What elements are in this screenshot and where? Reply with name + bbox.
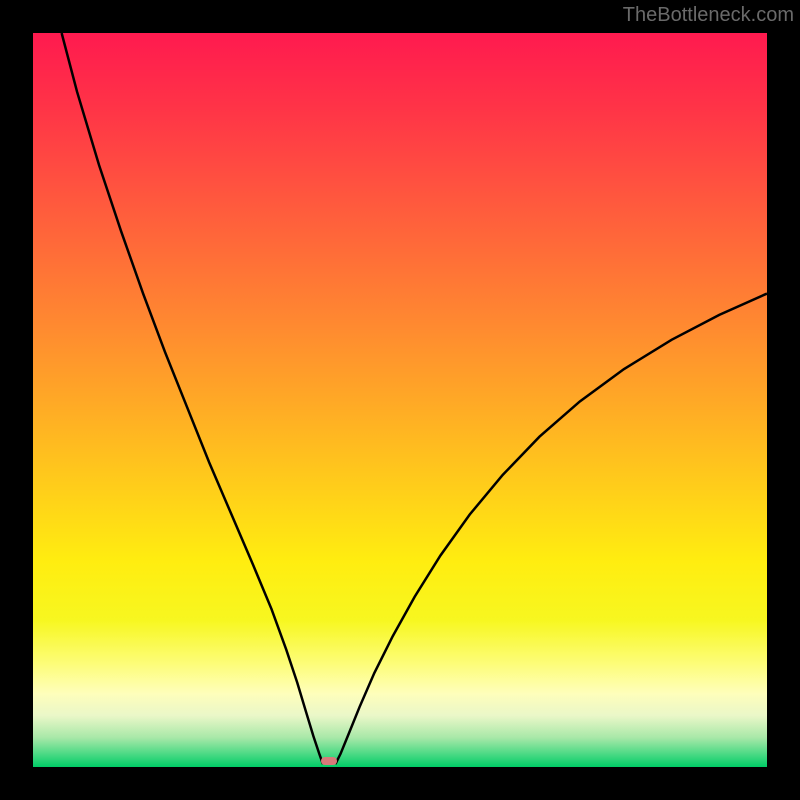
minimum-marker [321,757,337,765]
gradient-background [33,33,767,767]
watermark-text: TheBottleneck.com [623,4,794,27]
plot-area [33,33,767,767]
